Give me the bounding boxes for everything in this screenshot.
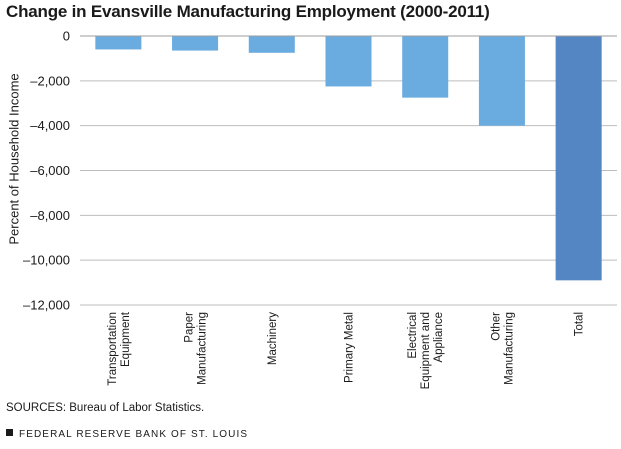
footer: FEDERAL RESERVE BANK OF ST. LOUIS (6, 429, 248, 440)
x-tick-label-line: Equipment and (420, 312, 432, 389)
footer-text: FEDERAL RESERVE BANK OF ST. LOUIS (19, 429, 249, 440)
x-tick-label-line: Total (574, 312, 586, 336)
x-tick-label: Total (574, 312, 586, 336)
bar-chart: 0 –2,000 –4,000 –6,000 –8,000 –10,000 –12,000 T… (23, 29, 617, 389)
bar (95, 36, 142, 50)
x-tick-label: Transportation Equipment (107, 311, 132, 386)
x-tick-label-line: Manufacturing (503, 312, 515, 385)
x-tick-label-line: Equipment (120, 311, 132, 367)
x-tick-label: Paper Manufacturing (184, 312, 209, 385)
x-tick-label-line: Primary Metal (344, 312, 356, 383)
x-tick-label: Electrical Equipment and Appliance (407, 312, 445, 389)
x-tick-label: Other Manufacturing (490, 312, 515, 385)
bar (555, 36, 602, 281)
y-tick-label: –10,000 (23, 253, 70, 268)
x-tick-label-line: Electrical (407, 312, 419, 359)
x-tick-label-line: Paper (184, 312, 196, 343)
bar (325, 36, 372, 87)
bar (172, 36, 219, 51)
source-note: SOURCES: Bureau of Labor Statistics. (6, 402, 205, 414)
bar (402, 36, 449, 98)
x-tick-label: Machinery (267, 312, 279, 365)
x-tick-label-line: Transportation (107, 312, 119, 386)
y-tick-label: –2,000 (30, 73, 70, 88)
y-tick-label: –12,000 (23, 298, 70, 313)
x-tick-label: Primary Metal (344, 312, 356, 383)
bar (248, 36, 295, 53)
x-tick-label-line: Other (490, 312, 502, 341)
x-tick-label-line: Machinery (267, 312, 279, 365)
x-tick-label-line: Manufacturing (197, 312, 209, 385)
y-tick-label: –8,000 (30, 208, 70, 223)
square-icon (6, 429, 13, 436)
y-tick-label: –4,000 (30, 118, 70, 133)
y-tick-label: 0 (63, 29, 70, 44)
y-tick-label: –6,000 (30, 163, 70, 178)
chart-title: Change in Evansville Manufacturing Emplo… (6, 2, 490, 21)
bar (478, 36, 525, 126)
x-tick-label-line: Appliance (433, 312, 445, 363)
